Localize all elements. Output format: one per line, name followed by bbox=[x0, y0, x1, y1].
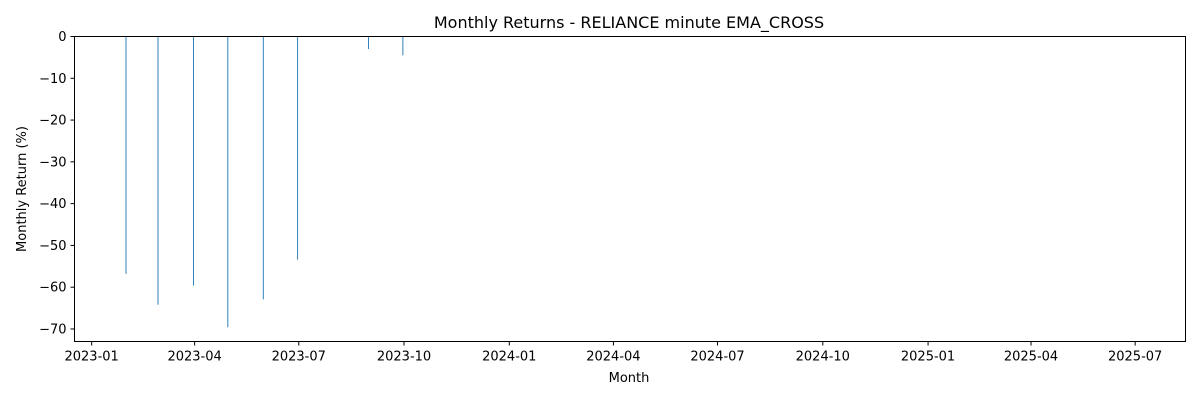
x-tick-label: 2023-10 bbox=[377, 350, 431, 365]
bar bbox=[262, 36, 264, 300]
x-tick-label: 2024-04 bbox=[586, 350, 640, 365]
bar bbox=[227, 36, 229, 328]
bar bbox=[297, 36, 299, 260]
y-tick-label: −60 bbox=[39, 281, 66, 296]
y-tick-label: −10 bbox=[39, 72, 66, 87]
y-tick-label: −70 bbox=[39, 322, 66, 337]
x-tick-label: 2023-01 bbox=[64, 350, 118, 365]
chart-title: Monthly Returns - RELIANCE minute EMA_CR… bbox=[434, 13, 824, 33]
y-axis-ticks: 0 −10 −20 −30 −40 −50 −60 −70 bbox=[39, 30, 75, 337]
y-tick-label: 0 bbox=[58, 30, 66, 45]
y-axis-label: Monthly Return (%) bbox=[15, 126, 30, 252]
x-tick-label: 2024-07 bbox=[690, 350, 744, 365]
x-tick-label: 2025-04 bbox=[1004, 350, 1058, 365]
y-tick-label: −30 bbox=[39, 155, 66, 170]
y-tick-label: −40 bbox=[39, 197, 66, 212]
x-tick-label: 2023-07 bbox=[272, 350, 326, 365]
x-tick-label: 2024-01 bbox=[482, 350, 536, 365]
x-tick-label: 2025-01 bbox=[901, 350, 955, 365]
bars-group bbox=[125, 36, 404, 328]
x-tick-label: 2023-04 bbox=[167, 350, 221, 365]
x-axis-label: Month bbox=[609, 371, 650, 386]
bar bbox=[125, 36, 127, 274]
x-tick-label: 2024-10 bbox=[796, 350, 850, 365]
bar bbox=[193, 36, 194, 286]
bar bbox=[368, 36, 370, 50]
bar bbox=[157, 36, 159, 305]
y-tick-label: −20 bbox=[39, 114, 66, 129]
y-tick-label: −50 bbox=[39, 239, 66, 254]
x-axis-ticks: 2023-01 2023-04 2023-07 2023-10 2024-01 2024-… bbox=[64, 341, 1162, 365]
bar bbox=[402, 36, 404, 56]
x-tick-label: 2025-07 bbox=[1108, 350, 1162, 365]
plot-frame bbox=[74, 36, 1186, 342]
